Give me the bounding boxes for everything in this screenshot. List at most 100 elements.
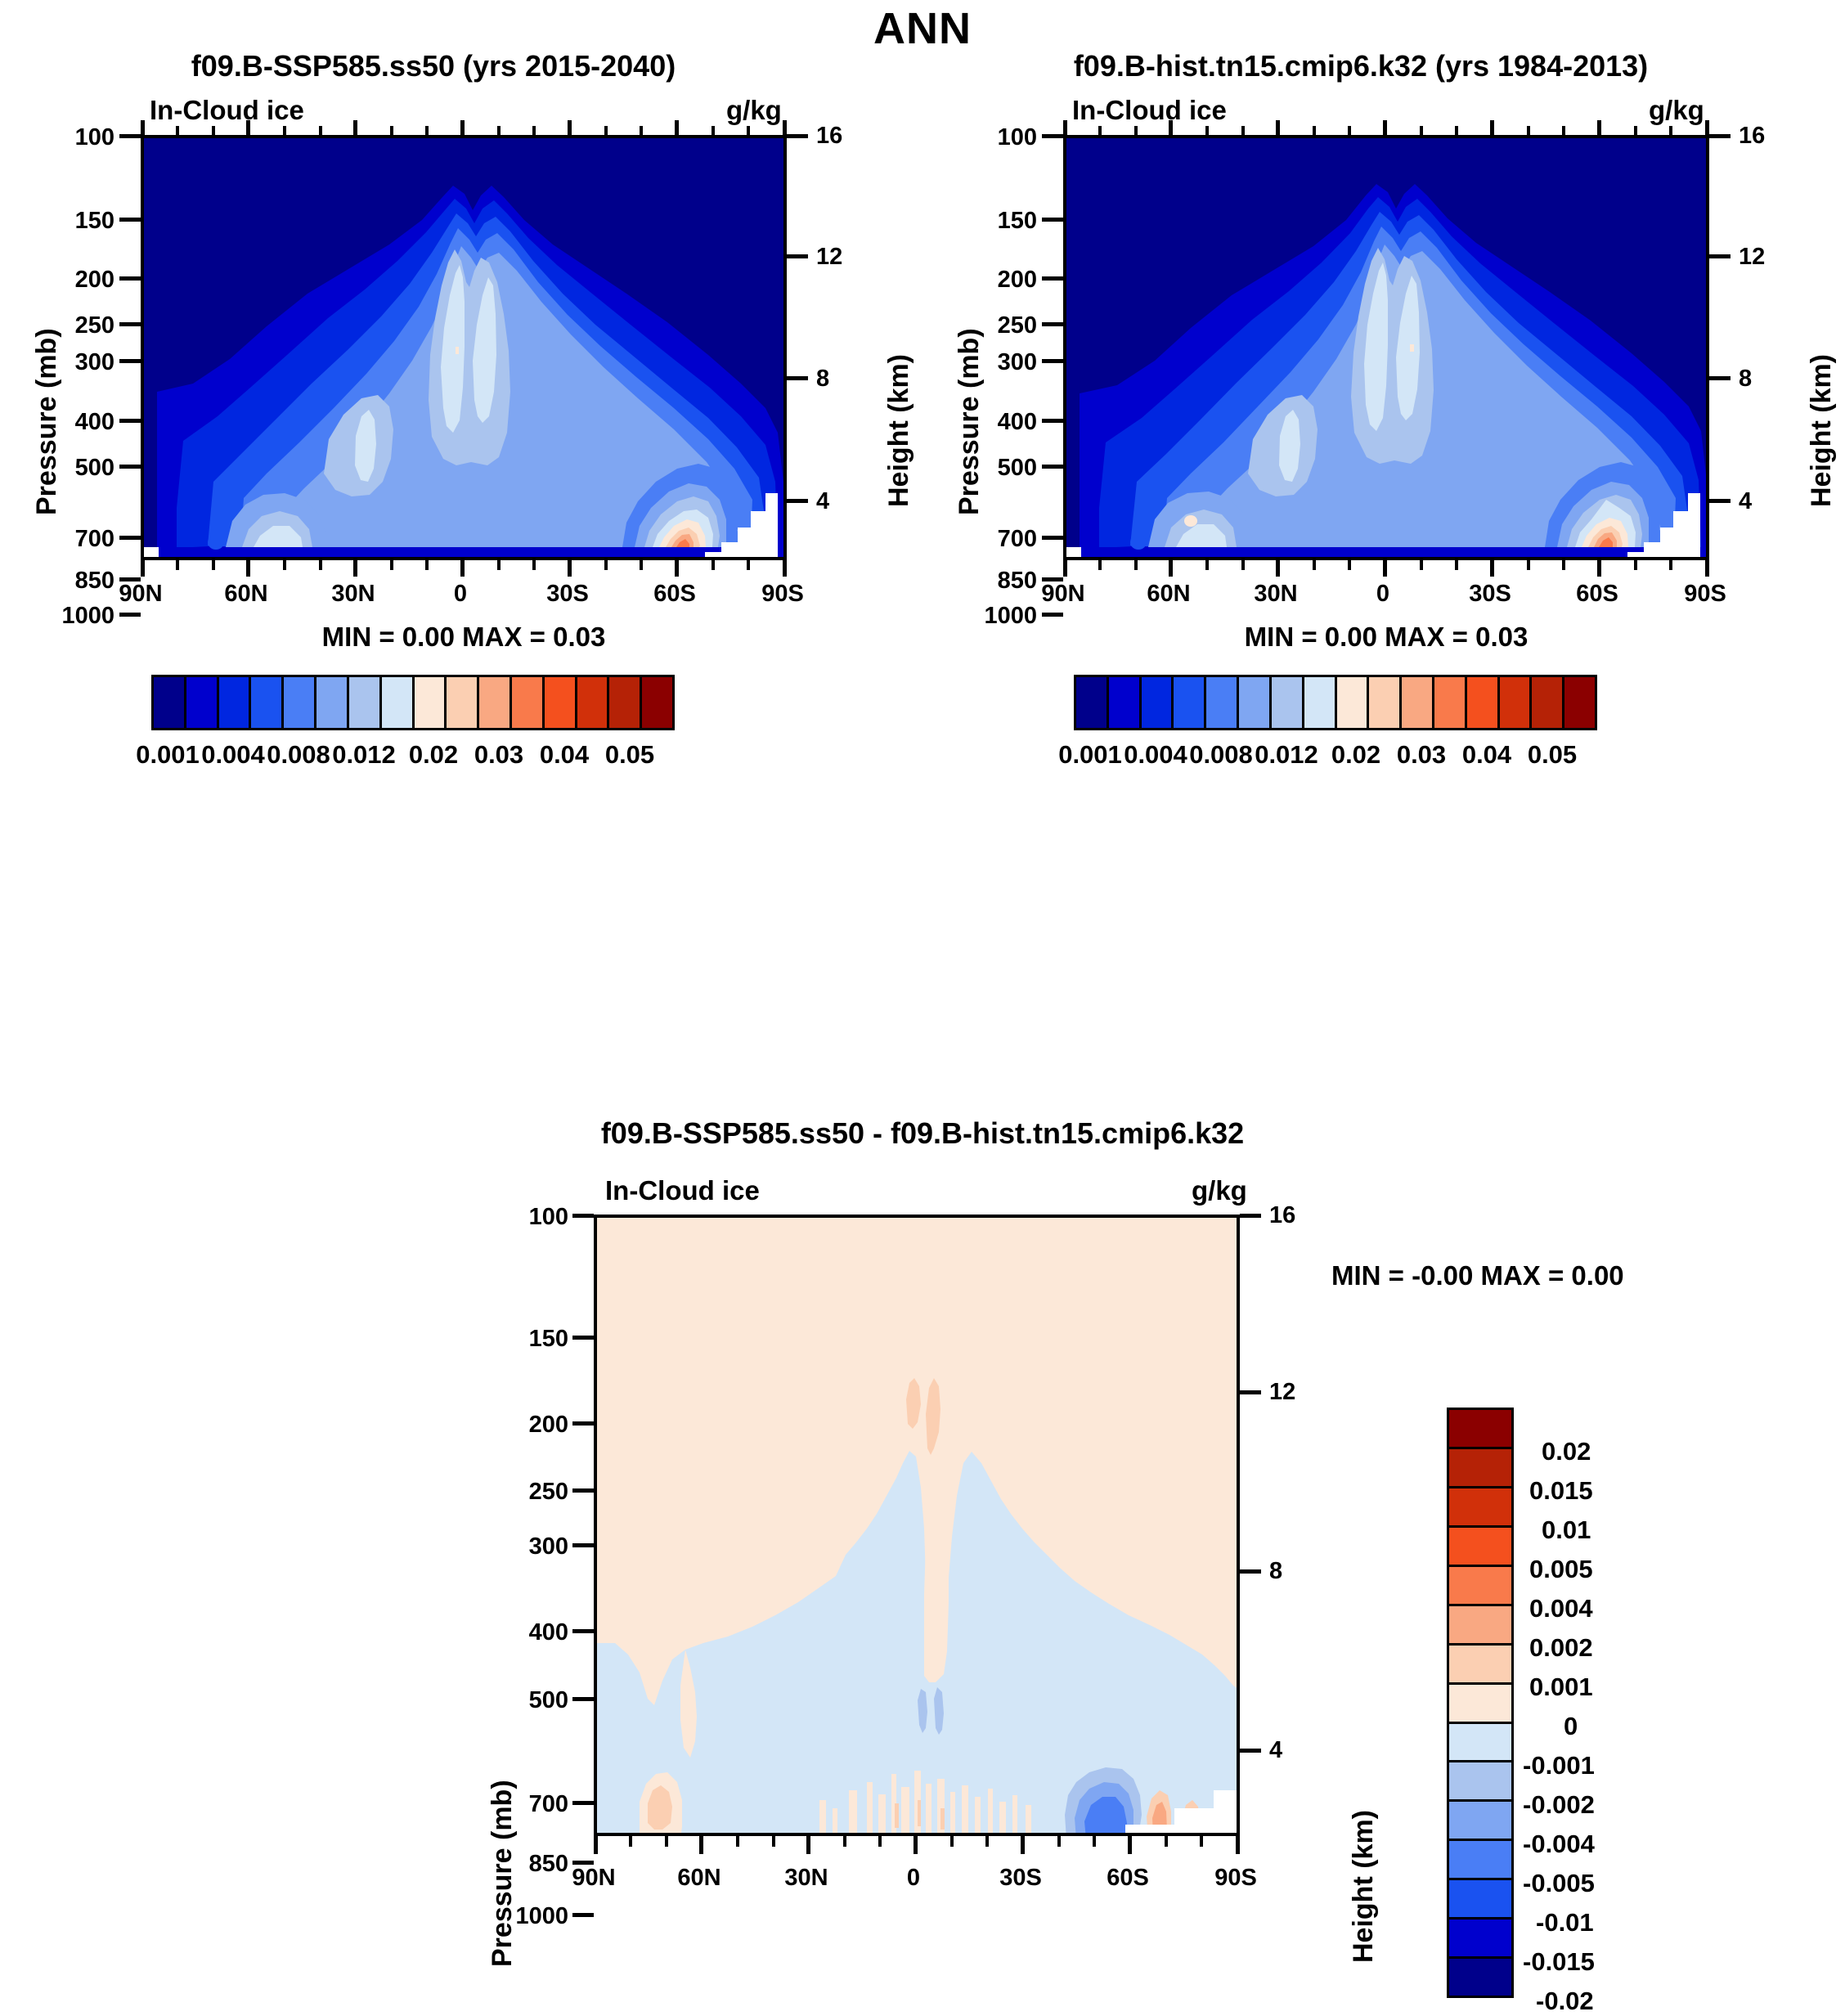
height-tick-8: 8: [1739, 366, 1753, 392]
height-tick-16: 16: [1269, 1202, 1296, 1228]
colorbar-label-2: 0.008: [267, 740, 330, 769]
lat-tick-30S: 30S: [999, 1865, 1042, 1891]
pressure-tick-400: 400: [997, 409, 1037, 435]
bottom-axis-ticks: [141, 560, 787, 577]
pressure-tick-850: 850: [74, 568, 114, 594]
diff-colorbar-label-4: 0.004: [1529, 1594, 1593, 1623]
colorbar-label-0: 0.001: [1058, 740, 1122, 769]
tick-mark: [572, 1861, 594, 1865]
diff-colorbar-label-0: 0.02: [1542, 1437, 1591, 1466]
pressure-tick-200: 200: [74, 267, 114, 293]
diff-colorbar-label-6: 0.001: [1529, 1673, 1593, 1701]
panel-top-right-units-label: g/kg: [1649, 95, 1704, 125]
diff-colorbar-label-10: -0.004: [1523, 1830, 1595, 1858]
pressure-tick-700: 700: [997, 526, 1037, 552]
tick-mark: [1042, 613, 1063, 617]
lat-tick-90N: 90N: [1041, 581, 1085, 607]
height-tick-8: 8: [816, 366, 830, 392]
tick-mark: [572, 1421, 594, 1426]
colorbar-label-3: 0.012: [332, 740, 396, 769]
height-tick-12: 12: [1739, 244, 1766, 270]
lat-tick-60S: 60S: [1576, 581, 1618, 607]
panel-top-left-plot-area: [141, 135, 787, 560]
tick-mark: [119, 276, 141, 281]
panel-top-left-height-axis-title: Height (km): [883, 354, 914, 507]
lat-tick-30S: 30S: [1469, 581, 1511, 607]
tick-mark: [787, 376, 808, 380]
pressure-tick-1000: 1000: [515, 1903, 568, 1929]
colorbar-top-left: [151, 675, 675, 730]
tick-mark: [1240, 1390, 1261, 1394]
colorbar-top-right: [1074, 675, 1597, 730]
pressure-tick-700: 700: [74, 526, 114, 552]
panel-top-right-plot-area: [1063, 135, 1709, 560]
pressure-tick-250: 250: [528, 1479, 568, 1505]
tick-mark: [1042, 218, 1063, 222]
lat-tick-60S: 60S: [653, 581, 696, 607]
pressure-tick-150: 150: [74, 208, 114, 234]
tick-mark: [572, 1543, 594, 1547]
tick-mark: [1042, 577, 1063, 581]
colorbar-label-1: 0.004: [1124, 740, 1187, 769]
diff-colorbar-label-8: -0.001: [1523, 1751, 1595, 1780]
pressure-tick-1000: 1000: [61, 603, 114, 629]
pressure-tick-150: 150: [997, 208, 1037, 234]
tick-mark: [119, 419, 141, 423]
figure-root: ANN f09.B-SSP585.ss50 (yrs 2015-2040) In…: [31, 4, 1845, 2015]
page-title: ANN: [873, 4, 972, 53]
tick-mark: [787, 499, 808, 503]
height-tick-4: 4: [1269, 1737, 1283, 1763]
colorbar-label-5: 0.03: [1396, 740, 1447, 769]
lat-tick-90S: 90S: [761, 581, 804, 607]
top-axis-ticks: [141, 120, 787, 135]
colorbar-label-7: 0.05: [604, 740, 655, 769]
panel-bottom-title: f09.B-SSP585.ss50 - f09.B-hist.tn15.cmip…: [600, 1116, 1245, 1150]
tick-mark: [119, 465, 141, 469]
pressure-tick-100: 100: [997, 124, 1037, 150]
lat-tick-90S: 90S: [1214, 1865, 1257, 1891]
lat-tick-60S: 60S: [1107, 1865, 1149, 1891]
pressure-tick-850: 850: [997, 568, 1037, 594]
tick-mark: [119, 134, 141, 138]
panel-bottom-contour-svg: [597, 1218, 1237, 1833]
pressure-tick-400: 400: [74, 409, 114, 435]
lat-tick-30N: 30N: [331, 581, 375, 607]
panel-bottom-variable-label: In-Cloud ice: [605, 1175, 760, 1206]
tick-mark: [1042, 536, 1063, 540]
tick-mark: [1240, 1749, 1261, 1753]
tick-mark: [787, 134, 808, 138]
diff-colorbar-label-14: -0.02: [1536, 1987, 1594, 2015]
tick-mark: [572, 1488, 594, 1493]
lat-tick-30N: 30N: [784, 1865, 828, 1891]
diff-colorbar-label-7: 0: [1564, 1712, 1578, 1740]
height-tick-16: 16: [1739, 123, 1766, 149]
tick-mark: [572, 1336, 594, 1340]
colorbar-label-3: 0.012: [1255, 740, 1318, 769]
panel-top-right: f09.B-hist.tn15.cmip6.k32 (yrs 1984-2013…: [922, 49, 1845, 1112]
panel-bottom-height-axis-title: Height (km): [1348, 1810, 1379, 1963]
panel-top-left-title: f09.B-SSP585.ss50 (yrs 2015-2040): [191, 49, 676, 83]
pressure-tick-100: 100: [74, 124, 114, 150]
lat-tick-90S: 90S: [1684, 581, 1726, 607]
colorbar-label-6: 0.04: [539, 740, 590, 769]
colorbar-label-2: 0.008: [1189, 740, 1253, 769]
pressure-tick-500: 500: [997, 455, 1037, 481]
tick-mark: [119, 577, 141, 581]
tick-mark: [119, 322, 141, 326]
diff-colorbar-label-13: -0.015: [1523, 1947, 1595, 1976]
colorbar-label-0: 0.001: [136, 740, 200, 769]
pressure-tick-300: 300: [528, 1533, 568, 1560]
lat-tick-0: 0: [906, 1865, 921, 1891]
bottom-axis-ticks: [594, 1836, 1240, 1854]
pressure-tick-150: 150: [528, 1326, 568, 1352]
tick-mark: [1709, 134, 1731, 138]
lat-tick-90N: 90N: [119, 581, 163, 607]
tick-mark: [1042, 359, 1063, 363]
colorbar-label-6: 0.04: [1461, 740, 1512, 769]
tick-mark: [572, 1913, 594, 1917]
panel-top-left-units-label: g/kg: [726, 95, 782, 125]
panel-top-right-variable-label: In-Cloud ice: [1072, 95, 1227, 125]
pressure-tick-700: 700: [528, 1791, 568, 1817]
tick-mark: [1240, 1214, 1261, 1218]
height-tick-16: 16: [816, 123, 843, 149]
